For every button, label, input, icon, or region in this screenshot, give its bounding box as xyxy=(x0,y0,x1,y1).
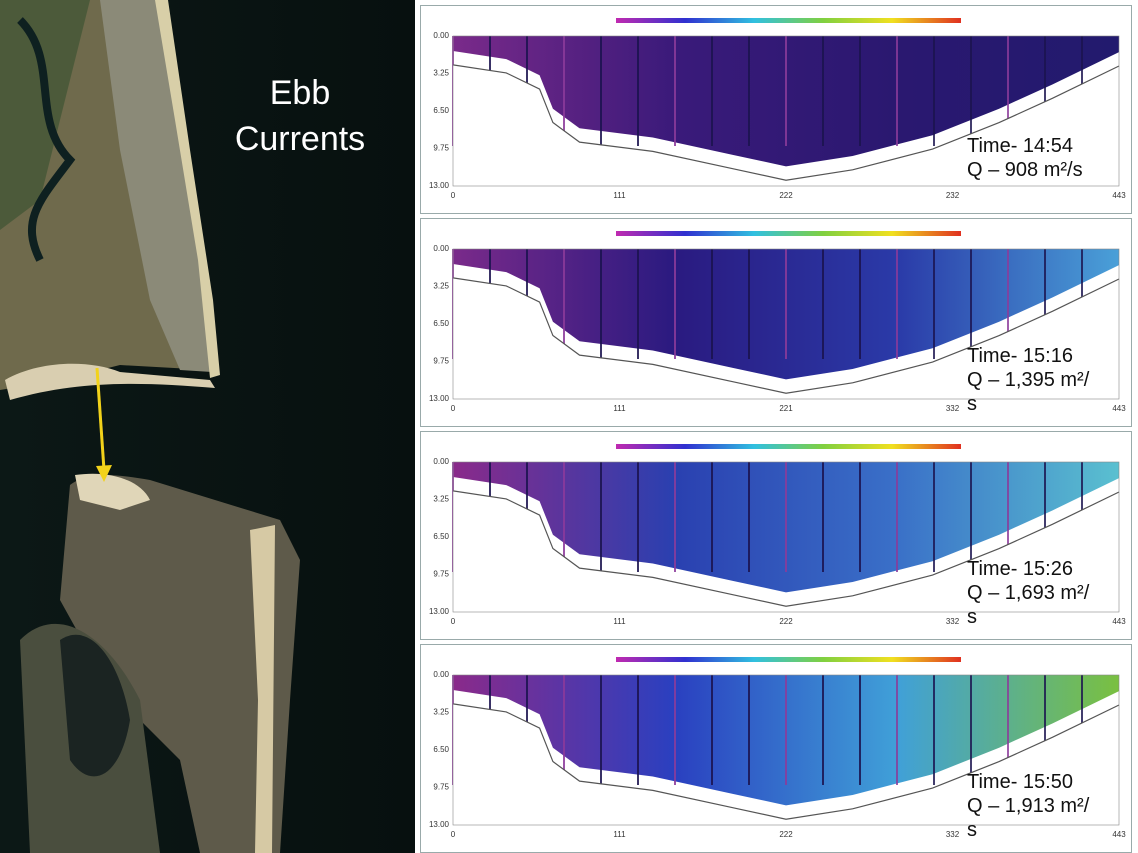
x-tick-label: 443 xyxy=(1112,830,1126,839)
y-tick-label: 9.75 xyxy=(433,144,449,153)
x-tick-label: 222 xyxy=(779,617,793,626)
bed-line xyxy=(452,277,1120,394)
below-bed xyxy=(453,490,1119,612)
y-tick-label: 13.00 xyxy=(429,181,450,190)
title-line: Currents xyxy=(234,120,366,158)
satellite-image xyxy=(0,0,415,853)
y-tick-label: 13.00 xyxy=(429,607,450,616)
y-tick-label: 9.75 xyxy=(433,357,449,366)
x-tick-label: 0 xyxy=(451,404,456,413)
x-tick-label: 232 xyxy=(946,191,960,200)
y-tick-label: 0.00 xyxy=(433,244,449,253)
y-tick-label: 0.00 xyxy=(433,457,449,466)
panel-info: Time- 15:16 Q – 1,395 m²/s xyxy=(967,344,1089,416)
below-bed xyxy=(453,64,1119,186)
below-bed xyxy=(453,277,1119,399)
x-tick-label: 0 xyxy=(451,830,456,839)
x-tick-label: 111 xyxy=(613,404,626,413)
x-tick-label: 111 xyxy=(613,617,626,626)
x-tick-label: 222 xyxy=(779,830,793,839)
panel-info: Time- 14:54 Q – 908 m²/s xyxy=(967,134,1083,182)
bed-line xyxy=(452,703,1120,820)
y-tick-label: 3.25 xyxy=(433,495,449,504)
x-tick-label: 221 xyxy=(779,404,793,413)
x-tick-label: 111 xyxy=(613,830,626,839)
info-line: s xyxy=(967,606,977,628)
y-tick-label: 3.25 xyxy=(433,282,449,291)
colorbar xyxy=(616,657,961,662)
x-tick-label: 332 xyxy=(946,830,960,839)
y-tick-label: 9.75 xyxy=(433,570,449,579)
info-line: Time- 15:50 xyxy=(967,771,1073,793)
y-tick-label: 13.00 xyxy=(429,394,450,403)
velocity-field xyxy=(453,675,1119,806)
y-tick-label: 6.50 xyxy=(433,532,449,541)
info-line: Q – 1,395 m²/ xyxy=(967,369,1090,391)
velocity-field xyxy=(453,36,1119,167)
y-tick-label: 6.50 xyxy=(433,319,449,328)
info-line: s xyxy=(967,819,977,841)
y-tick-label: 6.50 xyxy=(433,745,449,754)
x-tick-label: 0 xyxy=(451,191,456,200)
y-tick-label: 9.75 xyxy=(433,783,449,792)
x-tick-label: 443 xyxy=(1112,191,1126,200)
info-line: Time- 15:16 xyxy=(967,345,1073,367)
y-tick-label: 3.25 xyxy=(433,69,449,78)
x-tick-label: 222 xyxy=(779,191,793,200)
plot-frame xyxy=(452,674,1120,826)
info-line: s xyxy=(967,393,977,415)
transect-plot: 0.00 3.25 6.50 9.75 13.000 111 222 232 443 xyxy=(429,18,1126,200)
transect-plot: 0.00 3.25 6.50 9.75 13.000 111 221 332 443 xyxy=(429,231,1126,413)
colorbar xyxy=(616,18,961,23)
x-tick-label: 332 xyxy=(946,404,960,413)
info-line: Q – 1,913 m²/ xyxy=(967,795,1090,817)
bed-line xyxy=(452,490,1120,607)
plot-frame xyxy=(452,461,1120,613)
transect-plot: 0.00 3.25 6.50 9.75 13.000 111 222 332 443 xyxy=(429,657,1126,839)
panel-info: Time- 15:26 Q – 1,693 m²/s xyxy=(967,557,1089,629)
info-line: Time- 15:26 xyxy=(967,558,1073,580)
x-tick-label: 111 xyxy=(613,191,626,200)
plot-frame xyxy=(452,248,1120,400)
below-bed xyxy=(453,703,1119,825)
y-tick-label: 0.00 xyxy=(433,31,449,40)
y-tick-label: 0.00 xyxy=(433,670,449,679)
x-tick-label: 443 xyxy=(1112,617,1126,626)
y-tick-label: 3.25 xyxy=(433,708,449,717)
transect-panel: 0.00 3.25 6.50 9.75 13.00 0 111 221 332 443 Time- … xyxy=(420,218,1132,427)
velocity-field xyxy=(453,249,1119,380)
bed-line xyxy=(452,64,1120,181)
x-tick-label: 0 xyxy=(451,617,456,626)
x-tick-label: 443 xyxy=(1112,404,1126,413)
plot-frame xyxy=(452,35,1120,187)
info-line: Time- 14:54 xyxy=(967,135,1073,157)
transect-plot: 0.00 3.25 6.50 9.75 13.000 111 222 332 443 xyxy=(429,444,1126,626)
colorbar xyxy=(616,444,961,449)
velocity-field xyxy=(453,462,1119,593)
info-line: Q – 908 m²/s xyxy=(967,159,1083,181)
x-tick-label: 332 xyxy=(946,617,960,626)
transect-panel: 0.00 3.25 6.50 9.75 13.00 0 111 222 332 443 Time- … xyxy=(420,431,1132,640)
y-tick-label: 6.50 xyxy=(433,106,449,115)
info-line: Q – 1,693 m²/ xyxy=(967,582,1090,604)
transect-panel: 0.00 3.25 6.50 9.75 13.00 0 111 222 232 443 Time- … xyxy=(420,5,1132,214)
transect-panel: 0.00 3.25 6.50 9.75 13.00 0 111 222 332 443 Time- … xyxy=(420,644,1132,853)
panel-info: Time- 15:50 Q – 1,913 m²/s xyxy=(967,770,1089,842)
slide-title: Ebb Currents xyxy=(195,70,405,162)
colorbar xyxy=(616,231,961,236)
y-tick-label: 13.00 xyxy=(429,820,450,829)
title-line: Ebb xyxy=(269,74,331,112)
